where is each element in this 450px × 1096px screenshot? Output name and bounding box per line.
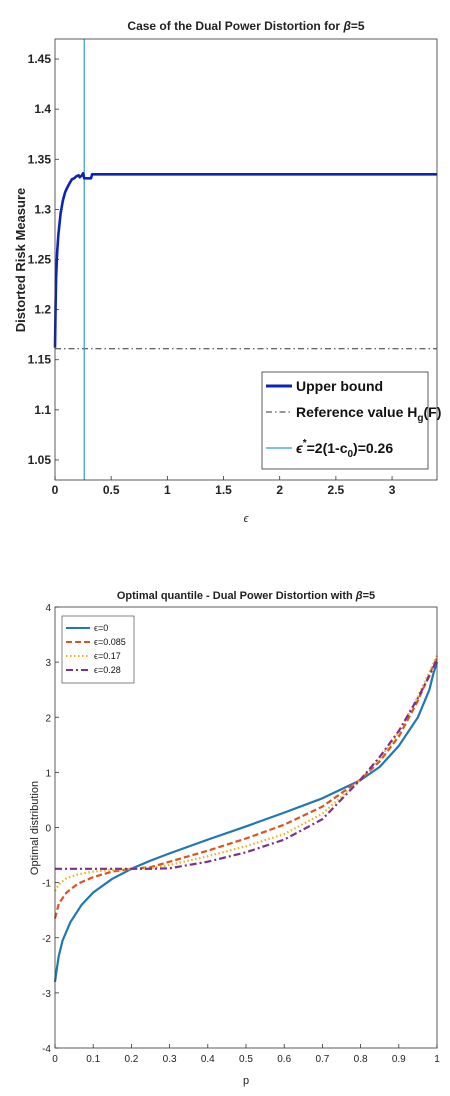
x-tick-label: 2.5	[328, 483, 345, 497]
x-tick-label: 0.5	[239, 1054, 253, 1065]
x-tick-label: 0.7	[315, 1054, 329, 1065]
chart-2-y-axis-label: Optimal distribution	[29, 781, 41, 875]
legend-label-1: ϵ=0	[94, 623, 108, 633]
x-tick-label: 0.8	[354, 1054, 368, 1065]
legend-label-2: ϵ=0.085	[94, 637, 126, 647]
x-tick-label: 0.2	[124, 1054, 138, 1065]
y-tick-label: 1.3	[34, 202, 51, 216]
legend-label-4: ϵ=0.28	[94, 665, 121, 675]
y-tick-label: 1.45	[28, 52, 52, 66]
y-tick-label: 0	[45, 824, 51, 835]
series-line-2	[53, 657, 439, 919]
x-tick-label: 0.1	[86, 1054, 100, 1065]
chart-2-y-ticks: -4 -3 -2 -1 0 1 2 3 4	[42, 603, 59, 1055]
chart-2-title: Optimal quantile - Dual Power Distortion…	[117, 590, 375, 602]
chart-1-plot-area	[53, 39, 437, 480]
y-tick-label: -4	[42, 1044, 51, 1055]
x-tick-label: 1	[164, 483, 171, 497]
chart-2-plot-area	[53, 655, 439, 983]
y-tick-label: 1.4	[34, 102, 51, 116]
chart-1-y-axis-label: Distorted Risk Measure	[13, 188, 28, 333]
chart-1-y-ticks: 1.05 1.1 1.15 1.2 1.25 1.3 1.35 1.4 1.45	[28, 52, 59, 467]
chart-1-legend: Upper bound Reference value Hg(F) ϵ*=2(1…	[261, 371, 441, 470]
y-tick-label: 1.1	[34, 403, 51, 417]
chart-1-title-symbol: β	[342, 19, 351, 33]
series-line-1	[53, 172, 437, 348]
y-tick-label: 1.25	[28, 253, 52, 267]
x-tick-label: 0.6	[277, 1054, 291, 1065]
x-tick-label: 0	[52, 483, 59, 497]
x-tick-label: 0	[52, 1054, 58, 1065]
series-line-1	[53, 661, 439, 983]
y-tick-label: 4	[45, 603, 51, 614]
x-tick-label: 3	[389, 483, 396, 497]
series-line-4	[55, 658, 438, 870]
chart-1-x-axis-label: ϵ	[244, 513, 249, 525]
x-tick-label: 0.4	[201, 1054, 215, 1065]
y-tick-label: -1	[42, 879, 51, 890]
y-tick-label: 1.35	[28, 152, 52, 166]
x-tick-label: 0.9	[392, 1054, 406, 1065]
y-tick-label: 3	[45, 658, 51, 669]
chart-2-title-symbol: β	[355, 590, 363, 602]
y-tick-label: 1.2	[34, 303, 51, 317]
y-tick-label: -2	[42, 934, 51, 945]
y-tick-label: 1	[45, 768, 51, 779]
chart-1-title: Case of the Dual Power Distortion for β=…	[127, 19, 364, 33]
x-tick-label: 0.3	[163, 1054, 177, 1065]
x-tick-label: 1.5	[215, 483, 232, 497]
legend-label-3: ϵ=0.17	[94, 651, 121, 661]
chart-1-legend-box	[261, 371, 429, 470]
series-line-3	[54, 655, 438, 892]
legend-label-upper-bound: Upper bound	[296, 378, 383, 394]
x-tick-label: 1	[434, 1054, 440, 1065]
chart-2-legend: ϵ=0 ϵ=0.085 ϵ=0.17 ϵ=0.28	[61, 615, 135, 684]
x-tick-label: 2	[276, 483, 283, 497]
legend-label-epsilon-star: ϵ*=2(1-c0)=0.26	[296, 438, 393, 460]
y-tick-label: 1.05	[28, 453, 52, 467]
y-tick-label: -3	[42, 989, 51, 1000]
chart-2: Optimal quantile - Dual Power Distortion…	[29, 590, 440, 1087]
y-tick-label: 1.15	[28, 353, 52, 367]
y-tick-label: 2	[45, 713, 51, 724]
legend-label-reference-value: Reference value Hg(F)	[296, 404, 441, 424]
chart-2-x-axis-label: p	[243, 1075, 249, 1087]
chart-1: Case of the Dual Power Distortion for β=…	[13, 19, 441, 525]
chart-2-x-ticks: 0 0.1 0.2 0.3 0.4 0.5 0.6 0.7 0.8 0.9 1	[52, 1044, 440, 1065]
chart-1-x-ticks: 0 0.5 1 1.5 2 2.5 3	[52, 476, 396, 497]
x-tick-label: 0.5	[103, 483, 120, 497]
